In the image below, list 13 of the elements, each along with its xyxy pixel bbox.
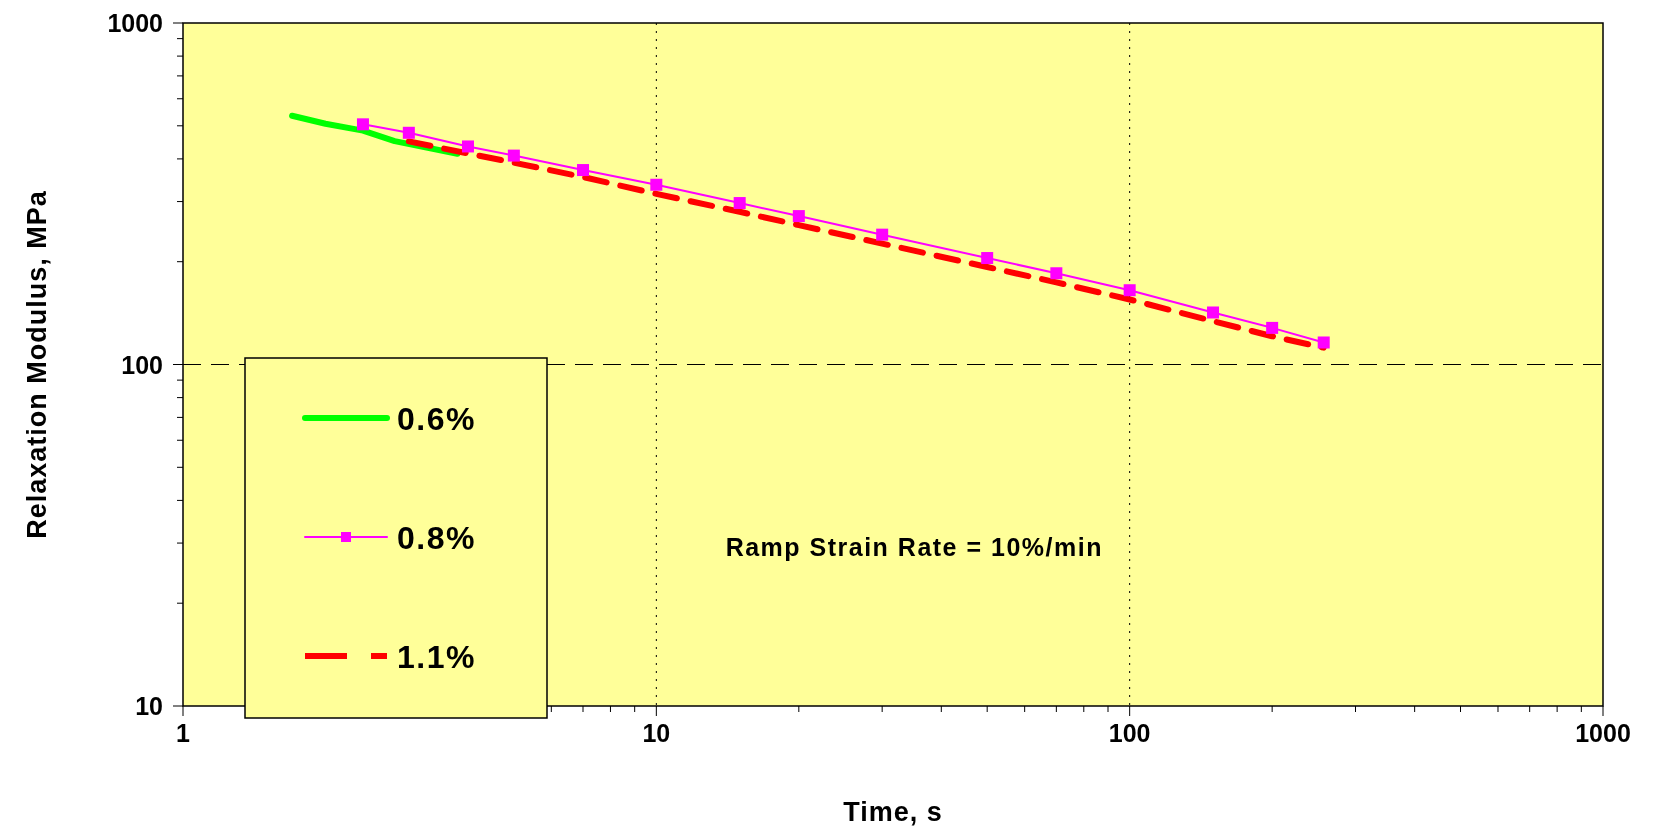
legend-label: 0.8% [397,520,476,556]
y-tick-label: 100 [121,350,163,379]
y-axis-title: Relaxation Modulus, MPa [22,190,52,539]
x-tick-label: 1 [176,719,191,747]
x-tick-label: 100 [1108,719,1151,747]
annotation: Ramp Strain Rate = 10%/min [725,532,1103,561]
legend-label: 1.1% [397,639,476,675]
y-tick-label: 1000 [107,9,163,37]
x-tick-label: 1000 [1575,719,1631,747]
x-tick-label: 10 [642,719,671,747]
legend-label: 0.6% [397,401,476,437]
x-axis-title: Time, s [843,797,943,827]
y-tick-label: 10 [135,692,163,720]
